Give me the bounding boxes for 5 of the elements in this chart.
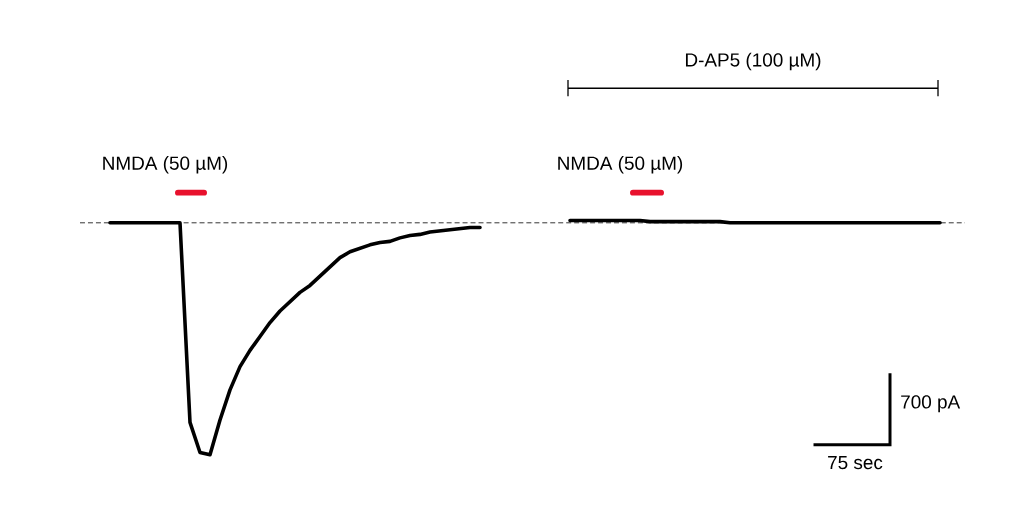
text: 75 sec xyxy=(828,456,883,470)
text: NMDA (50 µM) xyxy=(103,155,228,174)
text: NMDA (50 µM) xyxy=(558,155,683,174)
text: D-AP5 (100 µM) xyxy=(685,52,821,71)
annotation: 700 pA xyxy=(901,395,961,413)
